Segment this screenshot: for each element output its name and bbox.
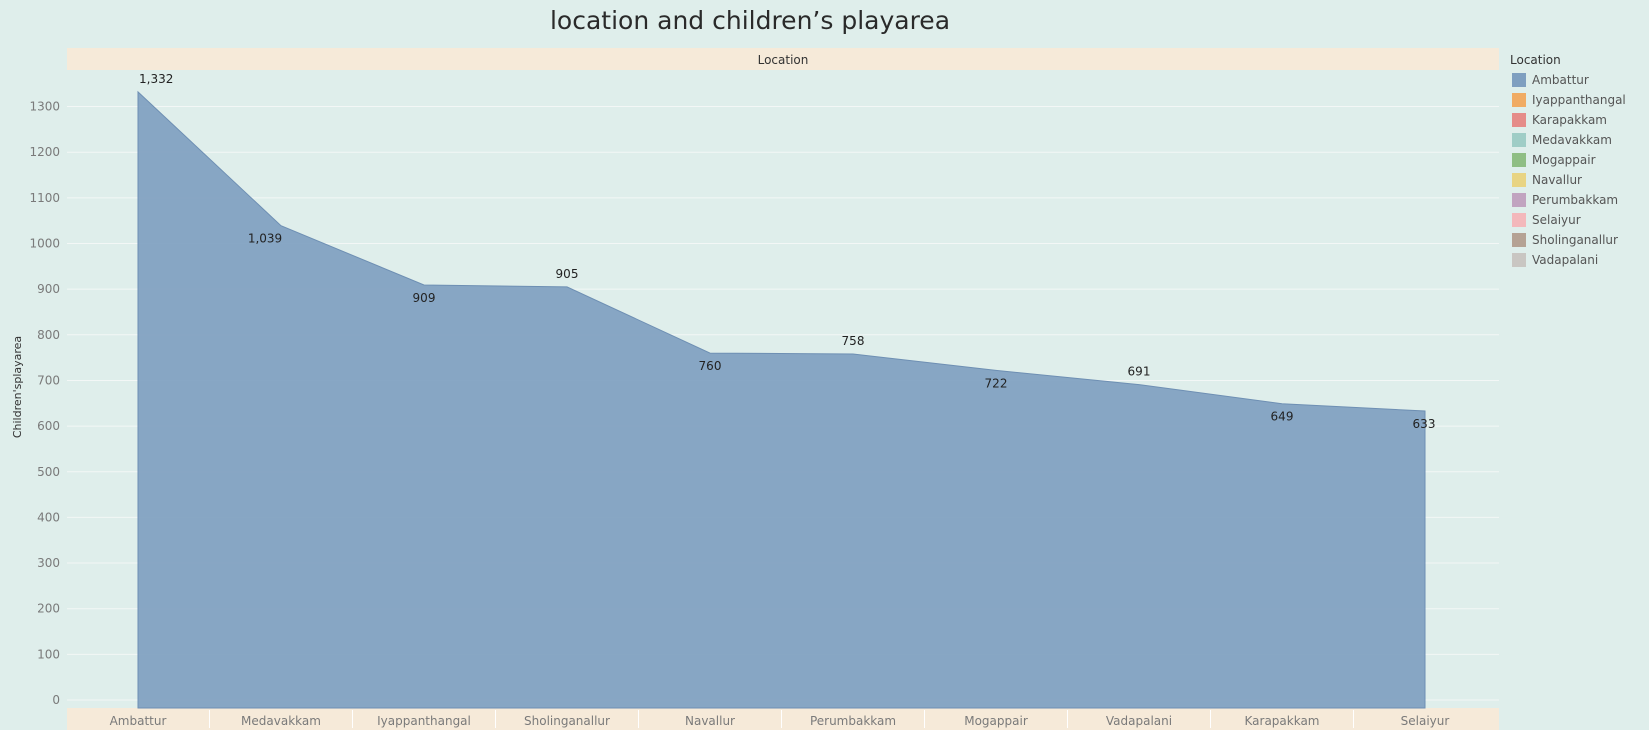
legend-items: Ambattur Iyappanthangal Karapakkam Medavakk… (1510, 70, 1645, 270)
x-tick-label: Medavakkam (241, 714, 321, 728)
legend-swatch (1512, 173, 1526, 187)
y-tick-label: 300 (37, 556, 60, 570)
legend-item[interactable]: Mogappair (1510, 150, 1645, 170)
x-tick-label: Navallur (685, 714, 735, 728)
legend-swatch (1512, 253, 1526, 267)
legend-label: Vadapalani (1532, 253, 1599, 267)
legend-item[interactable]: Navallur (1510, 170, 1645, 190)
x-axis-labels: Ambattur Medavakkam Iyappanthangal Sholinga… (110, 710, 1450, 728)
legend-label: Medavakkam (1532, 133, 1612, 147)
data-label: 760 (699, 359, 722, 373)
legend-item[interactable]: Sholinganallur (1510, 230, 1645, 250)
data-label: 633 (1413, 417, 1436, 431)
data-label: 909 (413, 291, 436, 305)
legend-label: Ambattur (1532, 73, 1589, 87)
y-tick-label: 600 (37, 419, 60, 433)
chart-title: location and children’s playarea (549, 6, 951, 35)
y-tick-label: 1200 (29, 145, 60, 159)
legend-swatch (1512, 193, 1526, 207)
legend-swatch (1512, 153, 1526, 167)
x-axis-header (67, 708, 1499, 730)
legend-item[interactable]: Ambattur (1510, 70, 1645, 90)
legend-label: Iyappanthangal (1532, 93, 1626, 107)
y-tick-label: 700 (37, 373, 60, 387)
facet-header (67, 48, 1499, 70)
y-axis-ticks: 0 100 200 300 400 500 600 700 800 900 1000 1100 1200… (29, 100, 60, 707)
legend: Location Ambattur Iyappanthangal Karapakka… (1510, 53, 1645, 270)
data-label: 905 (556, 267, 579, 281)
data-label: 1,332 (139, 72, 173, 86)
x-tick-label: Selaiyur (1401, 714, 1450, 728)
y-tick-label: 1000 (29, 237, 60, 251)
legend-label: Navallur (1532, 173, 1582, 187)
y-tick-label: 100 (37, 647, 60, 661)
x-tick-label: Perumbakkam (810, 714, 896, 728)
legend-label: Perumbakkam (1532, 193, 1619, 207)
legend-title: Location (1510, 53, 1561, 67)
y-tick-label: 1300 (29, 100, 60, 114)
data-labels: 1,332 1,039 909 905 760 758 722 691 649 633 (139, 72, 1435, 431)
data-label: 722 (985, 376, 1008, 390)
area-series (137, 90, 1426, 709)
data-label: 649 (1271, 410, 1294, 424)
data-label: 691 (1128, 365, 1151, 379)
facet-header-label: Location (758, 53, 809, 67)
y-tick-label: 900 (37, 282, 60, 296)
legend-item[interactable]: Selaiyur (1510, 210, 1645, 230)
legend-item[interactable]: Medavakkam (1510, 130, 1645, 150)
y-tick-label: 200 (37, 602, 60, 616)
y-tick-label: 500 (37, 465, 60, 479)
y-tick-label: 1100 (29, 191, 60, 205)
legend-swatch (1512, 73, 1526, 87)
x-tick-label: Karapakkam (1245, 714, 1320, 728)
legend-item[interactable]: Iyappanthangal (1510, 90, 1645, 110)
y-tick-label: 400 (37, 510, 60, 524)
legend-swatch (1512, 113, 1526, 127)
y-axis-title: Children'splayarea (11, 336, 24, 438)
legend-item[interactable]: Karapakkam (1510, 110, 1645, 130)
legend-label: Selaiyur (1532, 213, 1581, 227)
legend-swatch (1512, 213, 1526, 227)
data-label: 1,039 (248, 232, 282, 246)
area-chart: Location 0 100 200 300 400 500 600 700 800 900 100… (11, 48, 1499, 730)
x-tick-label: Iyappanthangal (377, 714, 471, 728)
legend-item[interactable]: Vadapalani (1510, 250, 1645, 270)
legend-label: Sholinganallur (1532, 233, 1618, 247)
legend-swatch (1512, 233, 1526, 247)
x-tick-label: Vadapalani (1106, 714, 1172, 728)
legend-label: Mogappair (1532, 153, 1596, 167)
data-label: 758 (842, 334, 865, 348)
x-tick-label: Ambattur (110, 714, 167, 728)
y-tick-label: 800 (37, 328, 60, 342)
x-tick-label: Mogappair (964, 714, 1028, 728)
legend-swatch (1512, 133, 1526, 147)
y-tick-label: 0 (52, 693, 60, 707)
x-tick-label: Sholinganallur (524, 714, 610, 728)
legend-item[interactable]: Perumbakkam (1510, 190, 1645, 210)
legend-label: Karapakkam (1532, 113, 1607, 127)
legend-swatch (1512, 93, 1526, 107)
